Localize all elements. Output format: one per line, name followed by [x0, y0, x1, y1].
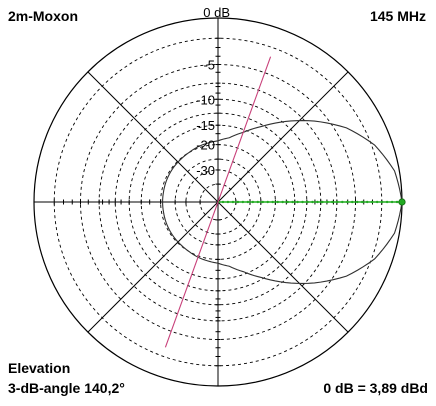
beam-dot — [241, 200, 245, 204]
beam-dot — [326, 200, 329, 204]
scale-label: -30 — [196, 163, 215, 178]
reference-label: 0 dB = 3,89 dBd — [323, 380, 428, 396]
beam-dot — [266, 200, 269, 204]
beam-dot — [365, 200, 369, 204]
beam-dot — [286, 200, 289, 204]
scale-label-group: 0 dB -5 -10 -15 -20 -30 — [196, 5, 230, 178]
spoke-225 — [87, 201, 219, 333]
beam-dot — [246, 200, 250, 204]
beam-dot — [221, 200, 225, 204]
beam-dot — [336, 200, 339, 204]
beam-dot — [370, 200, 374, 204]
half-power-line — [164, 56, 272, 348]
pattern-trace-0 — [162, 120, 403, 284]
beam-dot — [306, 200, 309, 204]
frequency-label: 145 MHz — [369, 8, 426, 24]
beam-dot — [346, 200, 349, 204]
beam-dot — [296, 200, 299, 204]
scale-label: -5 — [203, 58, 215, 73]
beam-dot — [380, 200, 384, 204]
beam-dot — [276, 200, 279, 204]
beam-dot — [271, 200, 274, 204]
scale-label: -20 — [196, 138, 215, 153]
beam-dot — [351, 200, 354, 204]
spoke-135 — [87, 71, 219, 203]
beam-dot — [261, 200, 264, 204]
beam-dot — [281, 200, 284, 204]
antenna-name: 2m-Moxon — [8, 8, 78, 24]
beam-dot — [226, 200, 230, 204]
beam-dot — [311, 200, 314, 204]
beam-dot — [321, 200, 324, 204]
beam-dot — [361, 200, 364, 204]
marker-group — [164, 56, 406, 348]
beam-dot — [256, 200, 259, 204]
beam-dot — [231, 200, 235, 204]
beam-dot — [390, 200, 394, 204]
scale-label: 0 dB — [203, 5, 230, 20]
beam-dot — [251, 200, 255, 204]
spoke-group — [33, 17, 403, 387]
pattern-group — [162, 120, 403, 284]
beam-dot — [356, 200, 359, 204]
beam-dot — [316, 200, 319, 204]
spoke-45 — [217, 71, 349, 203]
beam-dot — [301, 200, 304, 204]
beam-dot — [341, 200, 344, 204]
beam-dot — [395, 200, 399, 204]
beam-dot — [331, 200, 334, 204]
spoke-315 — [217, 201, 349, 333]
beam-dot — [375, 200, 379, 204]
beam-dot — [236, 200, 240, 204]
beam-dot — [291, 200, 294, 204]
scale-label: -15 — [196, 118, 215, 133]
beamwidth-label: 3-dB-angle 140,2° — [8, 380, 125, 396]
beam-dot — [385, 200, 389, 204]
plane-label: Elevation — [8, 360, 71, 376]
beam-endpoint — [398, 198, 406, 206]
scale-label: -10 — [196, 92, 215, 107]
